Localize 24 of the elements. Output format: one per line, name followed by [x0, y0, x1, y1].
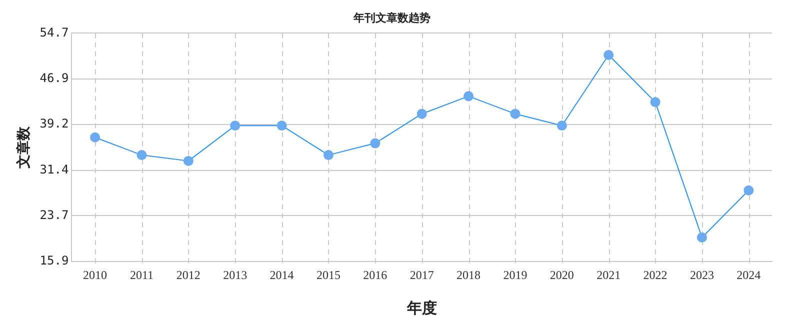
- x-axis-title: 年度: [406, 298, 437, 317]
- chart-title: 年刊文章数趋势: [352, 11, 430, 24]
- y-tick-label: 23.7: [40, 208, 69, 222]
- y-tick-label: 46.9: [40, 71, 69, 86]
- x-tick-label: 2024: [736, 268, 761, 282]
- x-tick-label: 2010: [83, 268, 108, 282]
- x-tick-label: 2021: [596, 268, 621, 282]
- x-tick-label: 2016: [363, 268, 388, 282]
- x-tick-label: 2014: [270, 268, 294, 282]
- y-tick-label: 31.4: [40, 162, 69, 176]
- x-tick-label: 2023: [690, 268, 714, 282]
- x-tick-label: 2015: [316, 268, 340, 282]
- y-tick-label: 15.9: [40, 254, 69, 268]
- x-tick-label: 2011: [130, 268, 154, 282]
- y-tick-label: 54.7: [40, 25, 69, 40]
- x-tick-label: 2012: [176, 268, 200, 282]
- y-axis-title: 文章数: [15, 125, 32, 170]
- x-tick-label: 2018: [456, 268, 481, 282]
- x-tick-label: 2017: [410, 268, 434, 282]
- x-tick-label: 2022: [643, 268, 668, 282]
- x-tick-label: 2019: [503, 268, 528, 282]
- x-tick-label: 2020: [550, 268, 574, 282]
- x-tick-label: 2013: [223, 268, 248, 282]
- y-tick-label: 39.2: [40, 116, 69, 131]
